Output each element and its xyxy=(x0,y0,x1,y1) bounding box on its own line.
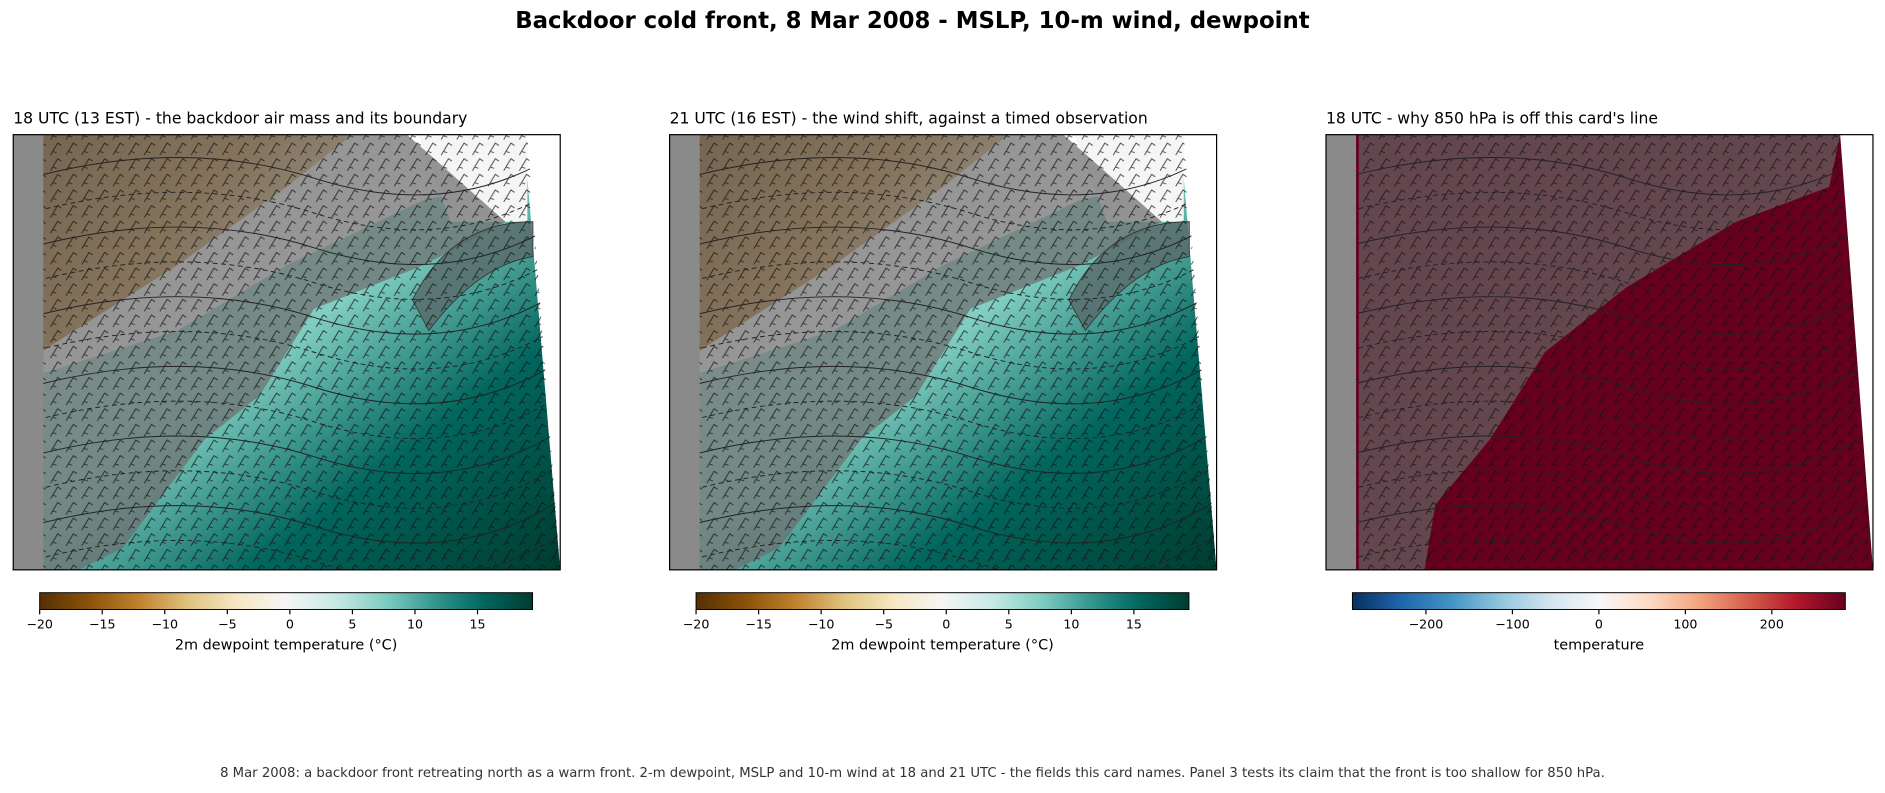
offgrid-strip xyxy=(1325,134,1357,570)
isobar xyxy=(669,430,1217,474)
isobar xyxy=(13,221,561,265)
isobar xyxy=(1325,256,1873,300)
wind-barbs xyxy=(13,134,561,570)
map xyxy=(13,134,561,570)
figure-title: Backdoor cold front, 8 Mar 2008 - MSLP, … xyxy=(515,8,1309,34)
wind-barbs xyxy=(1325,134,1873,570)
map-frame xyxy=(1325,134,1874,571)
colorbar-tick-label: −20 xyxy=(26,617,53,632)
colorbar-label: 2m dewpoint temperature (°C) xyxy=(831,638,1054,654)
isobar xyxy=(1325,151,1873,196)
colorbar-tick-label: 200 xyxy=(1760,617,1784,632)
isobar xyxy=(1325,186,1873,231)
colorbar-tick-label: 15 xyxy=(469,617,485,632)
colorbar-tick-label: 0 xyxy=(942,617,950,632)
colorbar-tick-label: 100 xyxy=(1673,617,1697,632)
isobar xyxy=(13,290,561,335)
isobar xyxy=(669,534,1217,570)
isobar xyxy=(13,499,561,544)
colorbar-tick-label: 5 xyxy=(1005,617,1013,632)
offgrid-wedge xyxy=(1840,134,1873,570)
colorbar-tick-label: −200 xyxy=(1409,617,1444,632)
isobar xyxy=(669,221,1217,265)
caption: 8 Mar 2008: a backdoor front retreating … xyxy=(220,766,1605,781)
isobar xyxy=(669,395,1217,440)
colorbar-tick-label: 10 xyxy=(1063,617,1079,632)
isobar xyxy=(13,395,561,440)
isobar xyxy=(13,464,561,509)
isobar xyxy=(1325,499,1873,544)
isobar xyxy=(669,499,1217,544)
colorbar-tick-label: −5 xyxy=(218,617,237,632)
panel-title: 18 UTC - why 850 hPa is off this card's … xyxy=(1326,110,1658,128)
colorbar-tick-label: −100 xyxy=(1495,617,1530,632)
wind-barbs xyxy=(669,134,1217,570)
isobar xyxy=(669,290,1217,335)
isobar xyxy=(669,360,1217,405)
colorbar-tick-label: 5 xyxy=(348,617,356,632)
isobar xyxy=(669,186,1217,231)
colorbar-tick-label: 10 xyxy=(407,617,423,632)
colorbar-tick-label: −15 xyxy=(89,617,116,632)
map-frame xyxy=(12,134,561,571)
isobar xyxy=(669,325,1217,370)
isobar xyxy=(13,186,561,231)
isobar xyxy=(1325,430,1873,474)
isobar xyxy=(1325,360,1873,405)
map xyxy=(1325,134,1873,570)
colorbar-tick-label: −10 xyxy=(151,617,178,632)
colorbar-tick-label: 15 xyxy=(1126,617,1142,632)
isobar xyxy=(1325,325,1873,370)
colorbar-tick-label: 0 xyxy=(1595,617,1603,632)
isobar xyxy=(669,151,1217,196)
colorbar-label: temperature xyxy=(1554,638,1645,654)
colorbar-tick-label: 0 xyxy=(286,617,294,632)
isobar xyxy=(13,360,561,405)
isobar xyxy=(13,256,561,300)
isobar xyxy=(1325,395,1873,440)
colorbar xyxy=(1351,592,1846,611)
colorbar-tick-label: −15 xyxy=(745,617,772,632)
isobar xyxy=(1325,534,1873,570)
map-frame xyxy=(669,134,1218,571)
offgrid-strip xyxy=(669,134,700,570)
colorbar-tick-label: −5 xyxy=(874,617,893,632)
panel-title: 18 UTC (13 EST) - the backdoor air mass … xyxy=(13,110,467,128)
colorbar xyxy=(695,592,1190,611)
isobar xyxy=(13,151,561,196)
isobar xyxy=(1325,290,1873,335)
colorbar-tick-label: −20 xyxy=(683,617,710,632)
colorbar-label: 2m dewpoint temperature (°C) xyxy=(175,638,398,654)
isobar xyxy=(669,464,1217,509)
panel-title: 21 UTC (16 EST) - the wind shift, agains… xyxy=(670,110,1148,128)
isobar xyxy=(13,534,561,570)
isobar xyxy=(1325,221,1873,265)
isobar xyxy=(669,256,1217,300)
offgrid-strip xyxy=(13,134,44,570)
colorbar-tick-label: −10 xyxy=(808,617,835,632)
isobar xyxy=(13,430,561,474)
isobar xyxy=(1325,464,1873,509)
isobar xyxy=(13,325,561,370)
colorbar xyxy=(39,592,534,611)
map xyxy=(669,134,1217,570)
